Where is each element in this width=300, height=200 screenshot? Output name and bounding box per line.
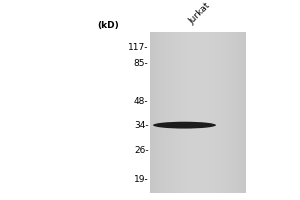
Bar (177, 32, 179, 193)
Bar (150, 32, 246, 193)
Bar (192, 32, 194, 193)
Bar (163, 32, 165, 193)
Bar (187, 32, 189, 193)
Bar (228, 32, 230, 193)
Bar (201, 32, 203, 193)
Bar (224, 32, 226, 193)
Bar (236, 32, 238, 193)
Text: 48-: 48- (134, 97, 148, 106)
Bar (235, 32, 237, 193)
Bar (179, 32, 181, 193)
Text: 19-: 19- (134, 175, 148, 184)
Bar (174, 32, 176, 193)
Bar (217, 32, 219, 193)
Bar (169, 32, 171, 193)
Bar (232, 32, 233, 193)
Bar (172, 32, 174, 193)
Text: 34-: 34- (134, 121, 148, 130)
Bar (243, 32, 245, 193)
Bar (190, 32, 192, 193)
Bar (220, 32, 222, 193)
Bar (225, 32, 227, 193)
Bar (184, 32, 185, 193)
Bar (180, 32, 182, 193)
Bar (238, 32, 240, 193)
Bar (166, 32, 168, 193)
Text: (kD): (kD) (97, 21, 119, 30)
Bar (152, 32, 154, 193)
Bar (164, 32, 166, 193)
Bar (153, 32, 155, 193)
Bar (182, 32, 184, 193)
Bar (196, 32, 198, 193)
Bar (240, 32, 242, 193)
Bar (185, 32, 187, 193)
Text: 117-: 117- (128, 43, 148, 52)
Bar (200, 32, 202, 193)
Bar (176, 32, 178, 193)
Bar (222, 32, 224, 193)
Ellipse shape (153, 122, 216, 129)
Bar (212, 32, 214, 193)
Bar (241, 32, 243, 193)
Bar (160, 32, 161, 193)
Bar (156, 32, 158, 193)
Bar (155, 32, 157, 193)
Bar (168, 32, 169, 193)
Text: Jurkat: Jurkat (187, 1, 212, 26)
Text: 26-: 26- (134, 146, 148, 155)
Bar (227, 32, 229, 193)
Bar (195, 32, 197, 193)
Bar (158, 32, 160, 193)
Bar (219, 32, 221, 193)
Bar (193, 32, 195, 193)
Bar (216, 32, 218, 193)
Bar (188, 32, 190, 193)
Bar (230, 32, 232, 193)
Bar (209, 32, 211, 193)
Bar (208, 32, 209, 193)
Bar (150, 32, 152, 193)
Bar (244, 32, 246, 193)
Bar (211, 32, 213, 193)
Text: 85-: 85- (134, 59, 148, 68)
Bar (233, 32, 235, 193)
Bar (161, 32, 163, 193)
Bar (171, 32, 173, 193)
Bar (206, 32, 208, 193)
Bar (204, 32, 206, 193)
Bar (203, 32, 205, 193)
Bar (198, 32, 200, 193)
Bar (214, 32, 216, 193)
